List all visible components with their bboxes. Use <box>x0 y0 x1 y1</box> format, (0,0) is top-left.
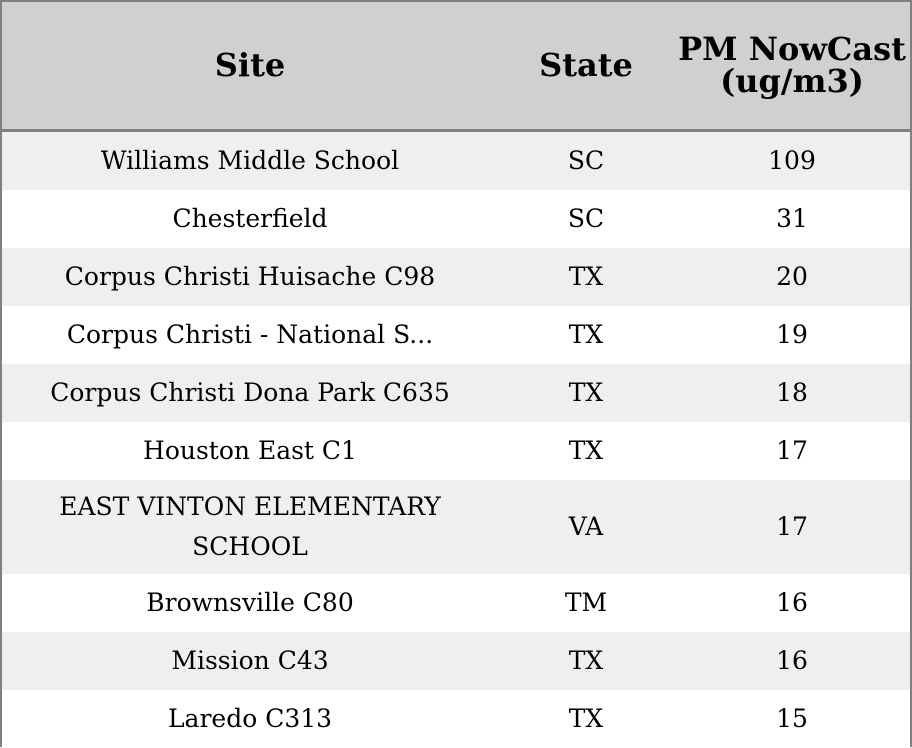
state-cell: TX <box>568 319 604 349</box>
site-cell: EAST VINTON ELEMENTARY SCHOOL <box>59 491 441 561</box>
header-row: Site State PM NowCast (ug/m3) <box>2 2 910 132</box>
pm-value-cell: 16 <box>776 587 808 617</box>
site-cell: Mission C43 <box>171 645 329 675</box>
table-row[interactable]: Mission C43 TX 16 <box>2 631 910 690</box>
pm-value-cell: 31 <box>776 203 808 233</box>
table-row[interactable]: Corpus Christi Huisache C98 TX 20 <box>2 247 910 306</box>
pm-value-cell: 17 <box>776 435 808 465</box>
table-body: Williams Middle School SC 109 Chesterfie… <box>2 130 910 748</box>
table-row[interactable]: Brownsville C80 TM 16 <box>2 573 910 632</box>
pm-value-cell: 15 <box>776 703 808 733</box>
table-row[interactable]: Williams Middle School SC 109 <box>2 130 910 190</box>
column-header-site[interactable]: Site <box>2 2 498 132</box>
table-row[interactable]: Laredo C313 TX 15 <box>2 689 910 748</box>
pm-value-cell: 20 <box>776 261 808 291</box>
state-cell: SC <box>567 145 605 175</box>
state-cell: VA <box>568 511 604 541</box>
site-cell: Houston East C1 <box>143 435 357 465</box>
pm-value-cell: 109 <box>768 145 816 175</box>
state-cell: TX <box>568 645 604 675</box>
table-row[interactable]: Houston East C1 TX 17 <box>2 421 910 480</box>
site-cell: Corpus Christi Dona Park C635 <box>50 377 450 407</box>
site-cell: Chesterfield <box>172 203 328 233</box>
column-header-pm-nowcast[interactable]: PM NowCast (ug/m3) <box>674 2 910 132</box>
site-cell: Brownsville C80 <box>146 587 354 617</box>
pm-value-cell: 19 <box>776 319 808 349</box>
site-cell: Corpus Christi Huisache C98 <box>64 261 436 291</box>
site-cell: Williams Middle School <box>100 145 400 175</box>
state-cell: TX <box>568 435 604 465</box>
state-cell: SC <box>567 203 605 233</box>
state-cell: TM <box>564 587 608 617</box>
state-cell: TX <box>568 703 604 733</box>
column-header-state[interactable]: State <box>498 2 674 132</box>
state-cell: TX <box>568 377 604 407</box>
site-cell: Laredo C313 <box>167 703 333 733</box>
table-row[interactable]: EAST VINTON ELEMENTARY SCHOOL VA 17 <box>2 479 910 574</box>
table-row[interactable]: Chesterfield SC 31 <box>2 189 910 248</box>
table-row[interactable]: Corpus Christi - National S... TX 19 <box>2 305 910 364</box>
pm-value-cell: 18 <box>776 377 808 407</box>
pm-value-cell: 17 <box>776 511 808 541</box>
site-cell: Corpus Christi - National S... <box>66 319 434 349</box>
table-row[interactable]: Corpus Christi Dona Park C635 TX 18 <box>2 363 910 422</box>
pm-value-cell: 16 <box>776 645 808 675</box>
state-cell: TX <box>568 261 604 291</box>
table-header: Site State PM NowCast (ug/m3) <box>2 2 910 132</box>
